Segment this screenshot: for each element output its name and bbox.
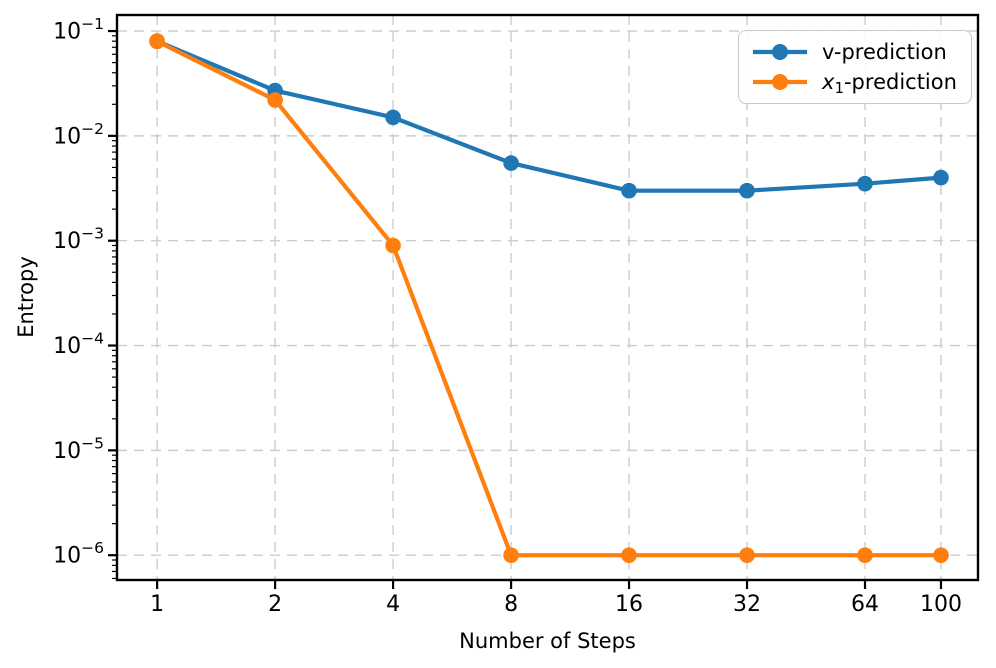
data-point-x1-prediction — [739, 547, 755, 563]
legend-item-v-prediction: v-prediction — [751, 40, 959, 64]
legend-label-x1-prediction: x1-prediction — [822, 70, 957, 97]
data-point-v-prediction — [739, 182, 755, 199]
legend-marker-v-prediction — [772, 44, 788, 60]
series-line-x1-prediction — [155, 39, 944, 558]
data-point-x1-prediction — [267, 92, 283, 108]
x-tick-label: 4 — [386, 592, 400, 617]
x-tick-label: 100 — [920, 592, 962, 617]
legend-marker-x1-prediction — [772, 74, 788, 90]
data-point-x1-prediction — [385, 237, 401, 254]
y-tick-label: 10−1 — [53, 15, 104, 45]
y-tick-label: 10−3 — [53, 225, 104, 255]
y-tick-label: 10−5 — [53, 434, 104, 464]
y-minor-ticks — [112, 35, 117, 580]
data-point-x1-prediction — [621, 547, 637, 563]
data-point-x1-prediction — [857, 547, 873, 563]
y-tick-label: 10−2 — [53, 120, 104, 150]
data-point-v-prediction — [621, 182, 637, 199]
plot-border — [115, 13, 980, 582]
data-point-v-prediction — [933, 169, 949, 186]
y-axis-ticks: 10−1 10−2 10−3 10−4 10−5 10−6 — [53, 15, 117, 569]
data-point-x1-prediction — [933, 547, 949, 563]
y-tick-label: 10−6 — [53, 539, 104, 569]
x-axis-label: Number of Steps — [459, 629, 636, 653]
data-point-x1-prediction — [149, 33, 165, 49]
data-point-v-prediction — [503, 155, 519, 171]
legend: v-prediction x1-prediction — [738, 30, 972, 104]
legend-line-sample-x1-prediction — [753, 74, 807, 90]
y-tick-label: 10−4 — [53, 330, 104, 360]
legend-item-x1-prediction: x1-prediction — [751, 70, 959, 97]
x-tick-label: 8 — [504, 592, 518, 617]
series-line-v-prediction — [155, 39, 944, 193]
x-tick-label: 1 — [150, 592, 164, 617]
data-point-x1-prediction — [503, 547, 519, 563]
legend-line-sample-v-prediction — [753, 44, 807, 60]
x-tick-label: 16 — [615, 592, 643, 617]
x-tick-label: 32 — [733, 592, 761, 617]
x-tick-label: 64 — [851, 592, 879, 617]
y-axis-label: Entropy — [14, 256, 38, 338]
data-point-v-prediction — [857, 175, 873, 192]
data-point-v-prediction — [385, 109, 401, 126]
x-axis-ticks: 1 2 4 8 16 32 64 100 — [150, 580, 962, 617]
legend-label-v-prediction: v-prediction — [822, 40, 947, 64]
x-tick-label: 2 — [268, 592, 282, 617]
series-x1-prediction — [149, 33, 949, 563]
